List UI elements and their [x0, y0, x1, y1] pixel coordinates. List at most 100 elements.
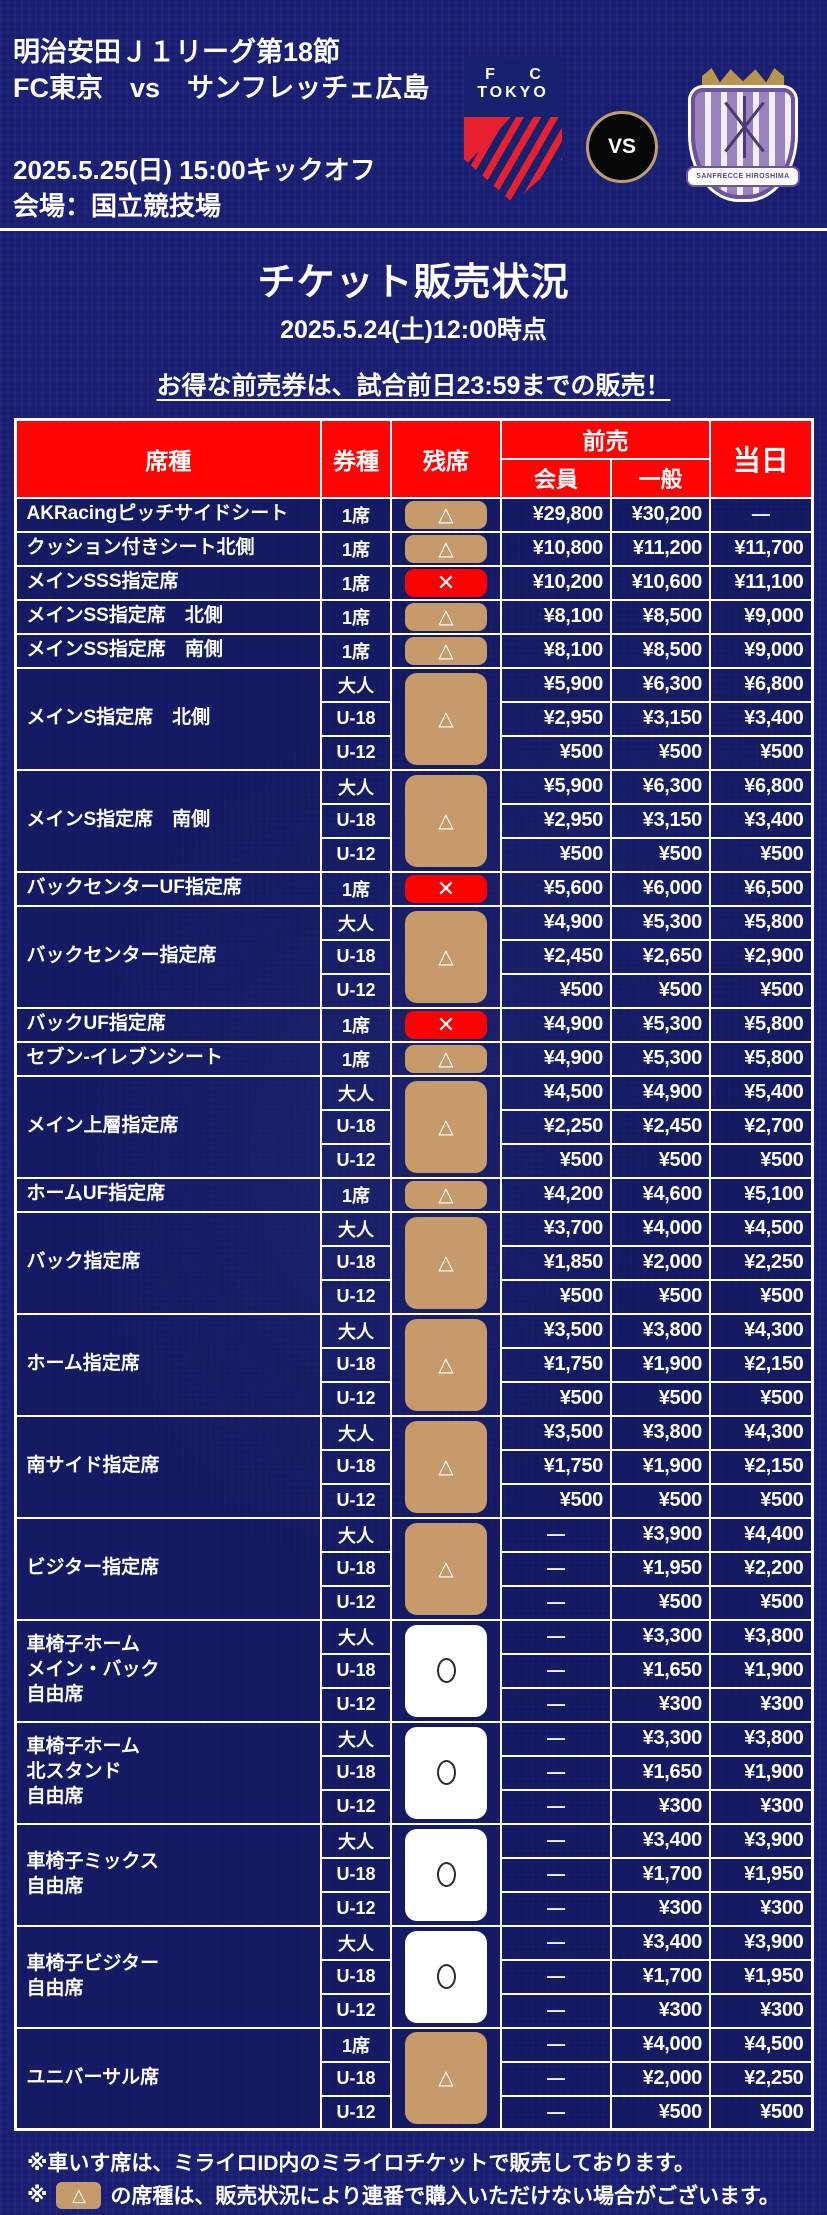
footnote-wheelchair: ※車いす席は、ミライロID内のミライロチケットで販売しております。: [27, 2152, 696, 2175]
table-row: U-12 ― ¥300 ¥300: [15, 1890, 813, 1927]
price-sameday-cell: ¥3,900: [709, 1924, 813, 1961]
price-member-cell: ¥3,500: [500, 1414, 612, 1451]
triangle-status-badge: △: [405, 500, 487, 529]
price-member-cell: ¥2,950: [500, 802, 612, 839]
price-member-cell: ―: [500, 1720, 612, 1757]
price-general-cell: ¥3,150: [610, 802, 711, 839]
ticket-type-cell: 大人: [320, 1210, 392, 1247]
seat-name-cell: 車椅子ミックス 自由席: [14, 1822, 322, 1927]
price-member-cell: ―: [500, 1958, 612, 1995]
price-general-cell: ¥1,900: [610, 1448, 711, 1485]
footnote-triangle: ※ △ の席種は、販売状況により連番で購入いただけない場合がございます。: [27, 2180, 827, 2210]
table-row: U-18 ― ¥2,000 ¥2,250: [15, 2060, 813, 2097]
matchup-title: FC東京 vs サンフレッチェ広島: [13, 73, 430, 103]
cross-status-badge: ✕: [405, 568, 487, 597]
circle-glyph: [436, 1964, 456, 1989]
seat-name-cell: ホームUF指定席: [14, 1176, 322, 1213]
table-row: U-12 ― ¥500 ¥500: [15, 2094, 813, 2131]
price-sameday-cell: ¥2,150: [709, 1448, 813, 1485]
price-general-cell: ¥300: [610, 1686, 711, 1723]
ticket-type-cell: 1席: [320, 564, 392, 601]
price-member-cell: ¥1,750: [500, 1448, 612, 1485]
table-row: メインS指定席 北側 大人 △ ¥5,900 ¥6,300 ¥6,800: [14, 666, 813, 771]
price-sameday-cell: ¥2,250: [709, 2060, 813, 2097]
price-member-cell: ¥4,900: [500, 1006, 612, 1043]
triangle-status-badge: △: [405, 774, 487, 867]
ticket-type-cell: U-18: [320, 802, 392, 839]
footnote-prefix: ※: [27, 2183, 48, 2207]
price-sameday-cell: ¥4,500: [709, 1210, 813, 1247]
price-sameday-cell: ¥300: [709, 1890, 813, 1927]
seat-name-cell: メインS指定席 北側: [14, 666, 322, 771]
circle-glyph: [436, 1760, 456, 1785]
price-general-cell: ¥5,300: [610, 904, 711, 941]
fc-tokyo-crest-letters: F C: [485, 66, 541, 83]
fc-tokyo-crest-logo: F C TOKYO: [464, 57, 562, 203]
ticket-type-cell: U-12: [320, 972, 392, 1009]
price-member-cell: ¥2,950: [500, 700, 612, 737]
ticket-type-cell: 1席: [320, 2026, 392, 2063]
col-header-ticket-type: 券種: [320, 418, 392, 499]
table-row: メインSSS指定席 1席 ✕ ¥10,200 ¥10,600 ¥11,100: [14, 564, 813, 601]
seat-name-cell: ホーム指定席: [14, 1312, 322, 1417]
price-general-cell: ¥500: [610, 1142, 711, 1179]
price-member-cell: ¥500: [500, 1142, 612, 1179]
price-sameday-cell: ¥500: [709, 1380, 813, 1417]
stock-status-cell: △: [390, 1312, 502, 1417]
table-row: U-18 ¥1,750 ¥1,900 ¥2,150: [15, 1448, 813, 1485]
table-row: U-12 ¥500 ¥500 ¥500: [15, 734, 813, 771]
ticket-type-cell: U-18: [320, 1244, 392, 1281]
price-member-cell: ¥500: [500, 972, 612, 1009]
price-general-cell: ¥4,000: [610, 2026, 711, 2063]
ticket-type-cell: 大人: [320, 1074, 392, 1111]
price-general-cell: ¥3,150: [610, 700, 711, 737]
table-row: 車椅子ホーム 北スタンド 自由席 大人 ― ¥3,300 ¥3,800: [14, 1720, 813, 1825]
footnote-triangle-text: の席種は、販売状況により連番で購入いただけない場合がございます。: [110, 2185, 780, 2208]
price-member-cell: ―: [500, 1822, 612, 1859]
price-sameday-cell: ¥500: [709, 1584, 813, 1621]
price-general-cell: ¥2,000: [610, 2060, 711, 2097]
ticket-table-body: AKRacingピッチサイドシート 1席 △ ¥29,800 ¥30,200 ― クッション…: [14, 496, 813, 2131]
ticket-availability-table: 席種 券種 残席 前売 当日 会員 一般 AKRacingピッチサイドシート 1席…: [13, 418, 814, 2131]
price-member-cell: ―: [500, 1992, 612, 2029]
col-header-remaining-seats: 残席: [390, 418, 502, 499]
price-sameday-cell: ¥4,300: [709, 1414, 813, 1451]
ticket-type-cell: U-12: [320, 1686, 392, 1723]
ticket-type-cell: 1席: [320, 632, 392, 669]
price-member-cell: ¥4,900: [500, 1040, 612, 1077]
table-row: U-12 ― ¥300 ¥300: [15, 1992, 813, 2029]
price-sameday-cell: ¥6,500: [709, 870, 813, 907]
price-general-cell: ¥6,300: [610, 768, 711, 805]
table-row: U-18 ― ¥1,700 ¥1,950: [15, 1856, 813, 1893]
price-sameday-cell: ¥300: [709, 1686, 813, 1723]
cross-status-badge: ✕: [405, 874, 487, 903]
seat-name-cell: バックセンターUF指定席: [14, 870, 322, 907]
price-sameday-cell: ¥4,400: [709, 1516, 813, 1553]
col-header-same-day: 当日: [709, 418, 813, 499]
price-general-cell: ¥500: [610, 1278, 711, 1315]
seat-name-cell: AKRacingピッチサイドシート: [14, 496, 322, 533]
ticket-type-cell: 大人: [320, 1312, 392, 1349]
price-member-cell: ―: [500, 1618, 612, 1655]
ticket-type-cell: U-18: [320, 1856, 392, 1893]
advance-sale-notice: お得な前売券は、試合前日23:59までの販売！: [156, 372, 671, 400]
circle-status-badge: [405, 1930, 487, 2023]
ticket-type-cell: 大人: [320, 1516, 392, 1553]
col-header-seat-type: 席種: [14, 418, 322, 499]
price-general-cell: ¥500: [610, 1380, 711, 1417]
price-sameday-cell: ¥500: [709, 972, 813, 1009]
table-row: U-18 ¥2,250 ¥2,450 ¥2,700: [15, 1108, 813, 1145]
price-sameday-cell: ¥300: [709, 1992, 813, 2029]
price-general-cell: ¥5,300: [610, 1040, 711, 1077]
seat-name-cell: クッション付きシート北側: [14, 530, 322, 567]
price-general-cell: ¥1,700: [610, 1958, 711, 1995]
price-member-cell: ¥1,750: [500, 1346, 612, 1383]
price-sameday-cell: ¥300: [709, 1788, 813, 1825]
table-row: U-12 ¥500 ¥500 ¥500: [15, 972, 813, 1009]
table-row: 車椅子ホーム メイン・バック 自由席 大人 ― ¥3,300 ¥3,800: [14, 1618, 813, 1723]
seat-name-cell: 車椅子ホーム 北スタンド 自由席: [14, 1720, 322, 1825]
price-general-cell: ¥3,300: [610, 1618, 711, 1655]
price-sameday-cell: ¥4,500: [709, 2026, 813, 2063]
match-header: 明治安田Ｊ１リーグ第18節 FC東京 vs サンフレッチェ広島 2025.5.2…: [0, 0, 827, 231]
cross-status-badge: ✕: [405, 1010, 487, 1039]
